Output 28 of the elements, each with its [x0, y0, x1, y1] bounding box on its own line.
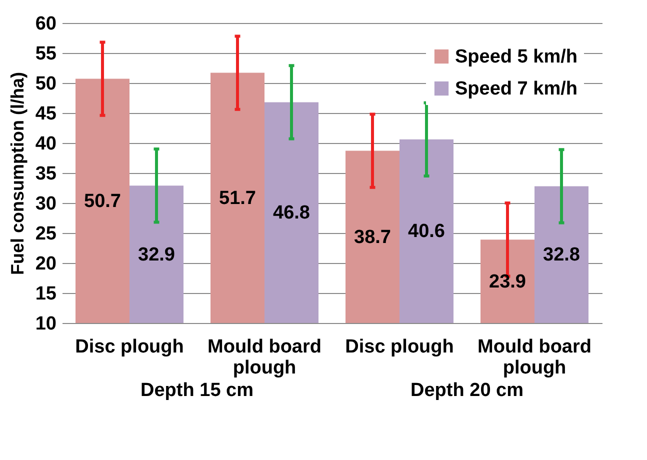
data-label: 46.8 — [273, 202, 310, 224]
x-tick-label: Disc plough — [75, 336, 184, 358]
y-tick-label: 10 — [35, 314, 56, 334]
y-tick-label: 50 — [35, 74, 56, 94]
data-label: 50.7 — [84, 190, 121, 212]
legend-label: Speed 7 km/h — [455, 78, 578, 100]
y-tick-label: 25 — [35, 224, 57, 244]
y-tick-label: 15 — [35, 284, 57, 304]
y-tick-label: 40 — [35, 134, 56, 154]
x-tick-label: Mould board plough — [208, 336, 322, 378]
y-tick-label: 35 — [35, 164, 57, 184]
y-tick-label: 60 — [35, 14, 56, 34]
legend-label: Speed 5 km/h — [455, 46, 578, 68]
y-tick-label: 55 — [35, 44, 57, 64]
text: Depth 20 cm — [410, 380, 524, 401]
data-label: 32.9 — [138, 244, 175, 266]
x-tick-label: Mould board plough — [478, 336, 592, 378]
y-tick-label: 45 — [35, 104, 57, 124]
text: Depth 15 cm — [140, 380, 254, 401]
data-label: 38.7 — [354, 226, 391, 248]
y-tick-label: 30 — [35, 194, 56, 214]
x-tick-label: Disc plough — [345, 336, 454, 358]
y-axis-title: Fuel consumption (l/ha) — [7, 72, 28, 275]
y-tick-label: 20 — [35, 254, 56, 274]
data-label: 23.9 — [489, 271, 526, 292]
data-label: 51.7 — [219, 188, 256, 209]
data-label: 32.8 — [543, 244, 580, 266]
data-label: 40.6 — [408, 221, 445, 242]
